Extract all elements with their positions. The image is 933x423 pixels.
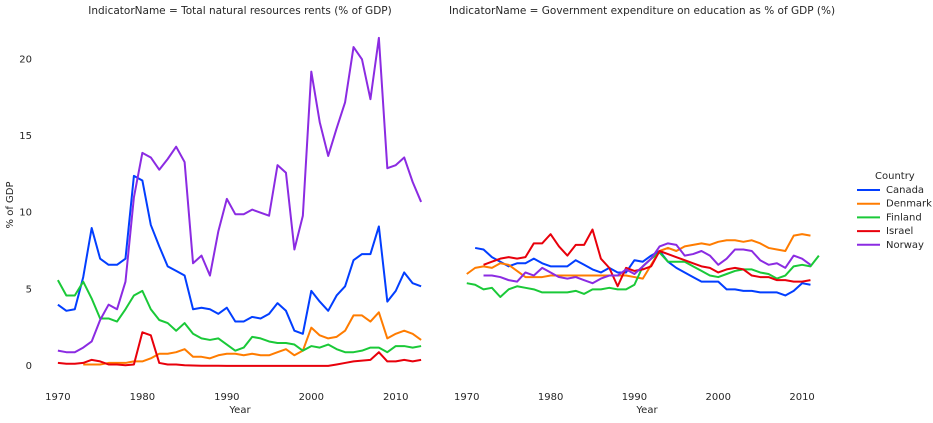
x-axis-label: Year xyxy=(228,405,251,416)
x-tick-label: 1970 xyxy=(45,392,70,403)
series-line xyxy=(57,279,422,354)
panel-title: IndicatorName = Total natural resources … xyxy=(88,5,391,17)
series-line xyxy=(57,36,423,354)
x-tick-label: 1980 xyxy=(538,392,563,403)
series-line xyxy=(483,228,811,288)
y-tick-label: 5 xyxy=(26,284,32,295)
x-tick-label: 1990 xyxy=(622,392,647,403)
y-tick-label: 10 xyxy=(19,208,32,219)
series-line xyxy=(57,331,422,367)
panel-title: IndicatorName = Government expenditure o… xyxy=(449,5,835,17)
series-line xyxy=(474,246,811,297)
legend-label: Israel xyxy=(886,226,913,237)
x-tick-label: 2010 xyxy=(789,392,814,403)
series-line xyxy=(483,242,812,285)
x-tick-label: 1990 xyxy=(214,392,239,403)
series-line xyxy=(57,174,422,335)
x-axis-label: Year xyxy=(635,405,658,416)
series-line xyxy=(83,311,422,366)
legend-title: Country xyxy=(875,171,915,182)
y-tick-label: 0 xyxy=(26,361,32,372)
x-tick-label: 2010 xyxy=(383,392,408,403)
x-tick-label: 1980 xyxy=(130,392,155,403)
y-axis-label: % of GDP xyxy=(5,182,16,229)
y-tick-label: 20 xyxy=(19,54,32,65)
x-tick-label: 2000 xyxy=(299,392,324,403)
legend-label: Norway xyxy=(886,240,924,251)
legend-label: Canada xyxy=(886,185,924,196)
x-tick-label: 2000 xyxy=(706,392,731,403)
legend-label: Denmark xyxy=(886,199,932,210)
legend-label: Finland xyxy=(886,212,922,223)
x-tick-label: 1970 xyxy=(454,392,479,403)
y-tick-label: 15 xyxy=(19,131,32,142)
